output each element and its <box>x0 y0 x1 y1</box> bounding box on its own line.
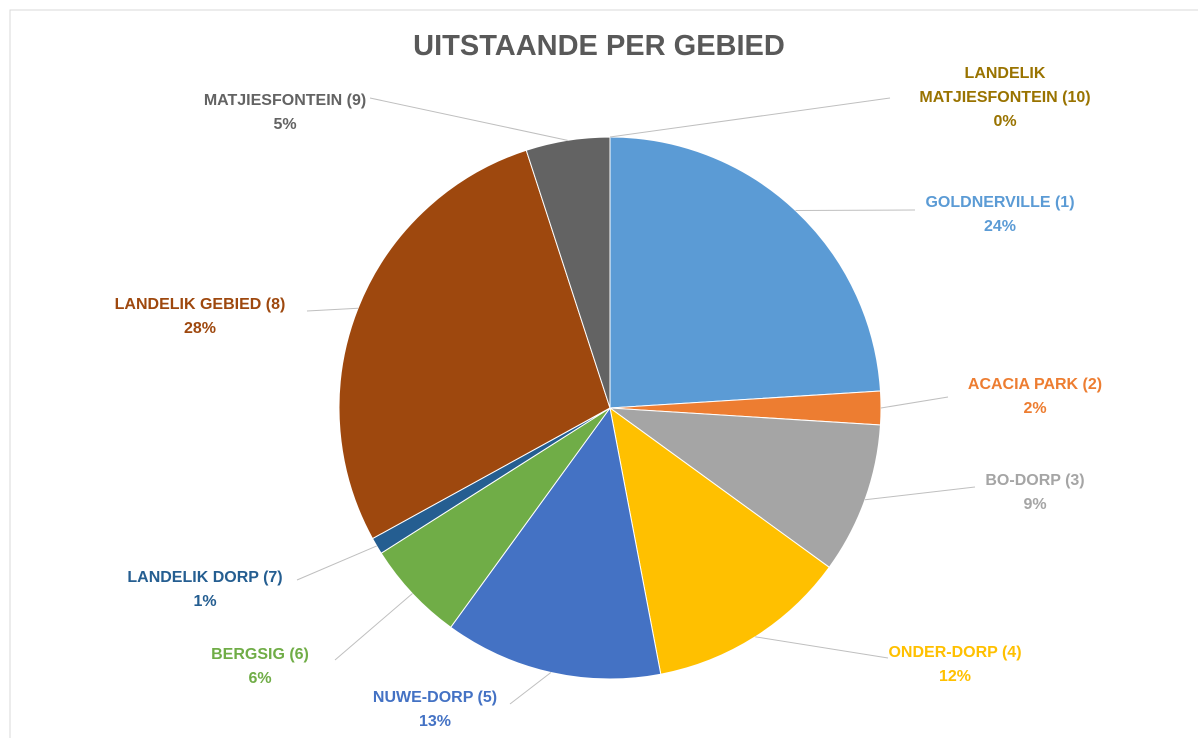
percent-label: 1% <box>193 593 217 610</box>
category-label: BERGSIG (6) <box>211 646 309 663</box>
pie-slice <box>525 136 611 409</box>
leader-line <box>334 593 413 661</box>
data-label: NUWE-DORP (5) 13% <box>335 686 535 734</box>
percent-label: 13% <box>418 713 452 730</box>
percent-label: 12% <box>938 668 972 685</box>
category-label: ACACIA PARK (2) <box>967 376 1103 393</box>
percent-label: 2% <box>1023 400 1047 417</box>
leader-line <box>509 672 552 705</box>
data-label: ONDER-DORP (4) 12% <box>855 641 1055 689</box>
percent-label: 28% <box>183 320 217 337</box>
percent-label: 24% <box>983 218 1017 235</box>
category-label: NUWE-DORP (5) <box>372 689 498 706</box>
leader-line <box>296 545 377 581</box>
data-label: LANDELIK MATJIESFONTEIN (10) 0% <box>895 62 1115 134</box>
data-label: MATJIESFONTEIN (9) 5% <box>175 89 395 137</box>
data-label: ACACIA PARK (2) 2% <box>935 373 1135 421</box>
chart-border <box>9 9 1198 738</box>
pie-slice <box>338 149 611 540</box>
category-label: MATJIESFONTEIN (9) <box>203 92 367 109</box>
category-label: GOLDNERVILLE (1) <box>925 194 1075 211</box>
leader-line <box>369 97 568 141</box>
category-label: BO-DORP (3) <box>985 472 1085 489</box>
chart-title: UITSTAANDE PER GEBIED <box>413 30 785 62</box>
leader-line <box>609 97 891 138</box>
leader-line <box>864 486 976 501</box>
category-label: LANDELIK MATJIESFONTEIN (10) <box>919 65 1091 106</box>
data-label: BERGSIG (6) 6% <box>160 643 360 691</box>
data-label: LANDELIK DORP (7) 1% <box>95 566 315 614</box>
pie-slice <box>450 406 662 680</box>
leader-line <box>880 396 949 409</box>
pie-slice <box>609 136 881 409</box>
leader-line <box>306 307 359 312</box>
percent-label: 0% <box>993 113 1017 130</box>
percent-label: 5% <box>273 116 297 133</box>
data-label: GOLDNERVILLE (1) 24% <box>880 191 1120 239</box>
category-label: LANDELIK DORP (7) <box>127 569 283 586</box>
data-label: LANDELIK GEBIED (8) 28% <box>80 293 320 341</box>
pie-slice <box>609 406 830 675</box>
data-label: BO-DORP (3) 9% <box>935 469 1135 517</box>
category-label: LANDELIK GEBIED (8) <box>114 296 286 313</box>
percent-label: 9% <box>1023 496 1047 513</box>
percent-label: 6% <box>248 670 272 687</box>
leader-line <box>755 636 889 659</box>
category-label: ONDER-DORP (4) <box>888 644 1022 661</box>
